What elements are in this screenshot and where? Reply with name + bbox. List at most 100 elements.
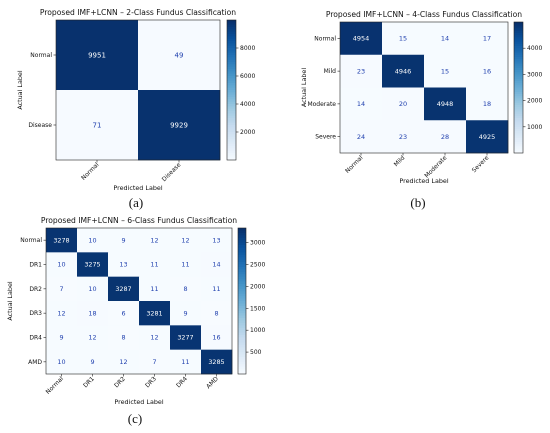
colorbar-segment <box>514 109 523 112</box>
matrix-cell <box>77 252 109 277</box>
colorbar-segment <box>227 59 236 63</box>
colorbar-tick-label: 2000 <box>527 98 542 105</box>
colorbar-frame <box>226 19 237 161</box>
colorbar-segment <box>238 318 246 321</box>
colorbar-segment <box>238 352 246 355</box>
matrix-cell <box>201 301 233 326</box>
colorbar-segment <box>238 305 246 309</box>
matrix-cell <box>108 228 140 253</box>
colorbar-segment <box>238 257 246 261</box>
matrix-cell <box>466 22 509 56</box>
colorbar-segment <box>238 249 246 253</box>
colorbar-segment <box>238 259 246 263</box>
cell-value-label: 11 <box>150 261 158 269</box>
cell-value-label: 18 <box>483 100 491 108</box>
confusion-matrix-panel-3: Proposed IMF+LCNN – 6-Class Fundus Class… <box>6 216 265 426</box>
matrix-cell <box>340 54 383 88</box>
matrix-cell <box>424 87 467 121</box>
colorbar-segment <box>227 132 236 135</box>
colorbar-segment <box>238 254 246 258</box>
matrix-cell <box>170 276 202 302</box>
colorbar-segment <box>227 64 236 68</box>
y-tick-label: AMD <box>28 359 42 366</box>
colorbar-segment <box>238 369 246 372</box>
colorbar-segment <box>238 332 246 336</box>
colorbar-segment <box>514 61 523 64</box>
matrix-cell <box>139 349 171 375</box>
y-tick-label: Normal <box>314 35 336 42</box>
matrix-cell <box>108 349 140 375</box>
cell-value-label: 23 <box>357 67 365 75</box>
panel-caption: (c) <box>128 411 142 426</box>
matrix-cell <box>139 276 171 302</box>
x-axis-label: Predicted Label <box>113 184 162 192</box>
matrix-cell <box>108 301 140 326</box>
cell-value-label: 11 <box>150 285 158 293</box>
x-tick-label: DR2 <box>113 375 127 389</box>
colorbar-segment <box>514 30 523 34</box>
colorbar-segment <box>514 41 523 45</box>
colorbar-segment <box>238 327 246 331</box>
colorbar-segment <box>227 43 236 47</box>
colorbar-segment <box>514 150 523 154</box>
cell-value-label: 6 <box>121 309 125 317</box>
matrix-cell <box>340 120 383 154</box>
matrix-cell <box>108 252 140 277</box>
colorbar-segment <box>227 48 236 51</box>
colorbar-segment <box>227 139 236 142</box>
colorbar-segment <box>514 139 523 143</box>
colorbar-segment <box>238 235 246 239</box>
matrix-cell <box>138 20 221 91</box>
y-axis-label: Actual Label <box>6 281 14 321</box>
matrix-cell <box>201 228 233 253</box>
colorbar-tick-label: 2000 <box>240 129 255 136</box>
cell-value-label: 12 <box>150 236 158 244</box>
cell-value-label: 3287 <box>115 285 131 293</box>
colorbar-segment <box>238 342 246 346</box>
colorbar-tick-label: 8000 <box>240 45 255 52</box>
colorbar-segment <box>514 131 523 134</box>
matrix-cell <box>340 87 383 121</box>
cell-value-label: 17 <box>483 35 491 43</box>
colorbar-segment <box>514 94 523 97</box>
colorbar-segment <box>238 281 246 285</box>
colorbar-segment <box>514 39 523 43</box>
cell-value-label: 7 <box>152 358 156 366</box>
x-tick-label: Mild <box>393 154 407 168</box>
colorbar-segment <box>514 89 523 93</box>
matrix-cell <box>77 325 109 350</box>
cell-value-label: 12 <box>88 334 96 342</box>
matrix-cell <box>138 90 221 161</box>
cell-value-label: 23 <box>399 133 407 141</box>
colorbar-segment <box>514 128 523 132</box>
colorbar-segment <box>227 115 236 119</box>
matrix-cell <box>46 252 78 277</box>
cell-value-label: 14 <box>441 35 449 43</box>
y-tick-label: Disease <box>28 122 52 129</box>
colorbar-segment <box>514 135 523 139</box>
matrix-cell <box>466 54 509 88</box>
colorbar-segment <box>238 242 246 246</box>
colorbar-segment <box>238 283 246 287</box>
x-tick-label: DR4 <box>175 375 189 389</box>
matrix-cell <box>77 301 109 326</box>
colorbar-segment <box>514 22 523 25</box>
colorbar-segment <box>514 70 523 73</box>
colorbar-segment <box>227 69 236 72</box>
y-tick-label: DR3 <box>29 310 42 317</box>
cell-value-label: 12 <box>119 358 127 366</box>
cell-value-label: 13 <box>212 236 220 244</box>
colorbar-segment <box>514 26 523 29</box>
colorbar-segment <box>514 46 523 49</box>
colorbar-segment <box>514 63 523 67</box>
cell-value-label: 28 <box>441 133 449 141</box>
colorbar-segment <box>238 266 246 270</box>
colorbar-segment <box>514 78 523 82</box>
colorbar-segment <box>227 52 236 56</box>
colorbar-segment <box>514 102 523 106</box>
cell-value-label: 4954 <box>353 35 370 43</box>
matrix-cell <box>170 301 202 326</box>
matrix-cell <box>466 120 509 154</box>
colorbar-segment <box>227 134 236 138</box>
colorbar-segment <box>227 62 236 65</box>
